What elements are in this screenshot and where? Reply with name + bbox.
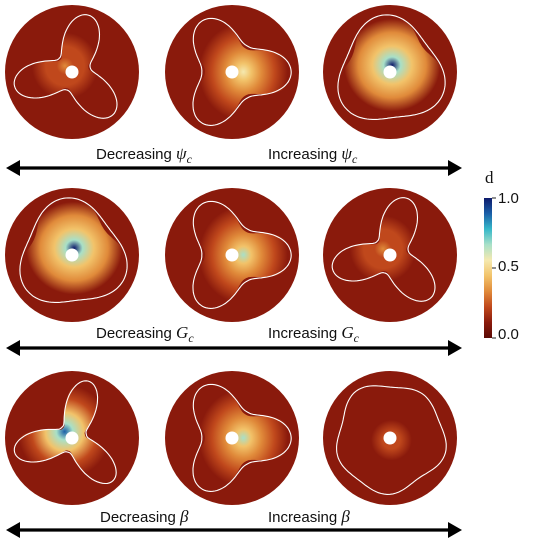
damage-field	[9, 376, 120, 487]
damage-panel	[323, 371, 457, 505]
center-hole	[225, 431, 239, 445]
colorbar	[484, 197, 496, 339]
damage-field	[191, 380, 296, 496]
center-hole	[383, 431, 397, 445]
arrow-layer	[6, 160, 462, 538]
label-decreasing-psi: Decreasing ψc	[96, 144, 192, 167]
damage-panel	[5, 371, 139, 505]
damage-panel	[165, 371, 299, 505]
contour-line	[13, 14, 118, 119]
damage-field	[191, 14, 296, 130]
damage-field	[9, 10, 121, 122]
center-hole	[65, 431, 79, 445]
contour-line	[192, 200, 292, 309]
damage-panel	[323, 188, 457, 322]
double-arrow	[6, 522, 462, 538]
center-hole	[225, 248, 239, 262]
center-hole	[225, 65, 239, 79]
center-hole	[65, 248, 79, 262]
contour-line	[192, 383, 292, 492]
damage-field	[327, 193, 439, 305]
colorbar-tick-mid: 0.5	[498, 258, 519, 275]
label-decreasing-gc: Decreasing Gc	[96, 323, 194, 346]
contour-line	[19, 197, 128, 303]
center-hole	[383, 248, 397, 262]
colorbar-gradient	[484, 198, 492, 338]
colorbar-tick-min: 0.0	[498, 326, 519, 343]
damage-panel	[165, 188, 299, 322]
damage-field	[17, 193, 131, 303]
colorbar-title: d	[485, 168, 494, 187]
damage-field	[191, 197, 296, 313]
contour-line	[336, 385, 447, 495]
damage-panel	[5, 5, 139, 139]
contour-line	[331, 197, 436, 302]
label-decreasing-beta: Decreasing β	[100, 507, 189, 527]
damage-panel	[323, 5, 457, 139]
damage-panel	[5, 188, 139, 322]
label-increasing-beta: Increasing β	[268, 507, 350, 527]
center-hole	[383, 65, 397, 79]
double-arrow	[6, 160, 462, 176]
contour-line	[13, 380, 117, 485]
contour-line	[337, 14, 446, 120]
colorbar-tick-max: 1.0	[498, 190, 519, 207]
panel-grid	[5, 5, 457, 505]
damage-field	[335, 10, 449, 120]
double-arrow	[6, 340, 462, 356]
contour-line	[192, 17, 292, 126]
damage-panel	[165, 5, 299, 139]
label-increasing-psi: Increasing ψc	[268, 144, 358, 167]
label-increasing-gc: Increasing Gc	[268, 323, 359, 346]
center-hole	[65, 65, 79, 79]
